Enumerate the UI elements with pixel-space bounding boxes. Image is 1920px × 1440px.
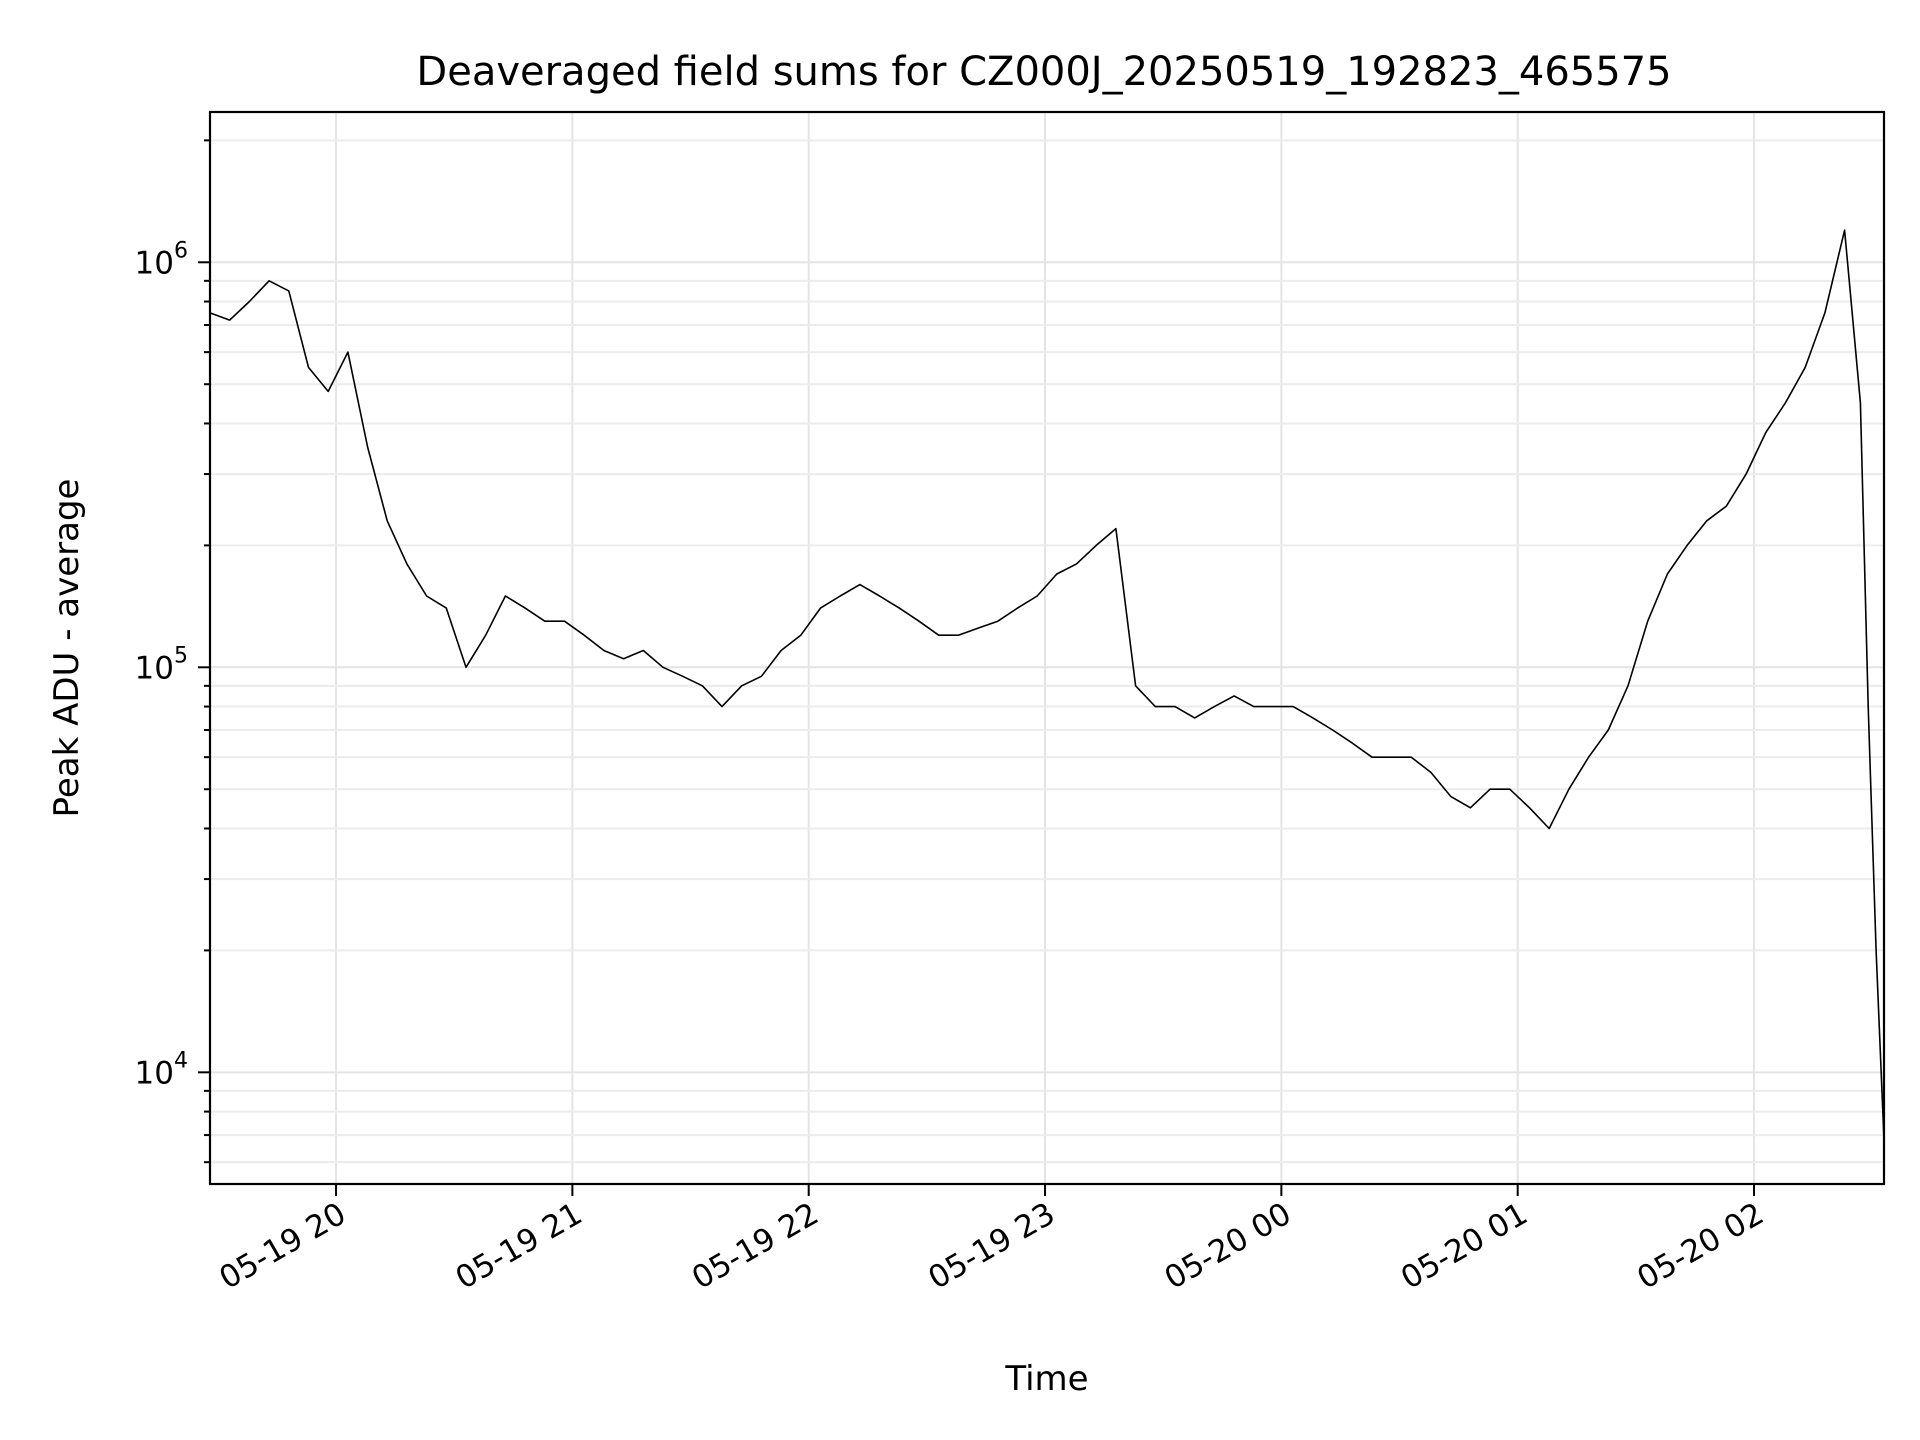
y-tick-base: 10 [135, 650, 174, 686]
grid [210, 112, 1884, 1184]
x-axis-label: Time [1004, 1359, 1088, 1399]
y-tick-label: 104 [135, 1048, 188, 1091]
y-tick-exponent: 4 [174, 1048, 188, 1073]
y-tick-label: 106 [135, 238, 188, 281]
plot-frame [208, 110, 1886, 1186]
y-tick-base: 10 [135, 1055, 174, 1091]
y-tick-label: 105 [135, 643, 188, 686]
y-tick-exponent: 5 [174, 643, 188, 668]
chart-title: Deaveraged field sums for CZ000J_2025051… [416, 49, 1671, 95]
y-tick-exponent: 6 [174, 238, 188, 263]
series-line [209, 229, 1885, 1141]
series-layer [209, 229, 1885, 1141]
y-axis-label: Peak ADU - average [47, 479, 87, 818]
y-tick-base: 10 [135, 245, 174, 281]
